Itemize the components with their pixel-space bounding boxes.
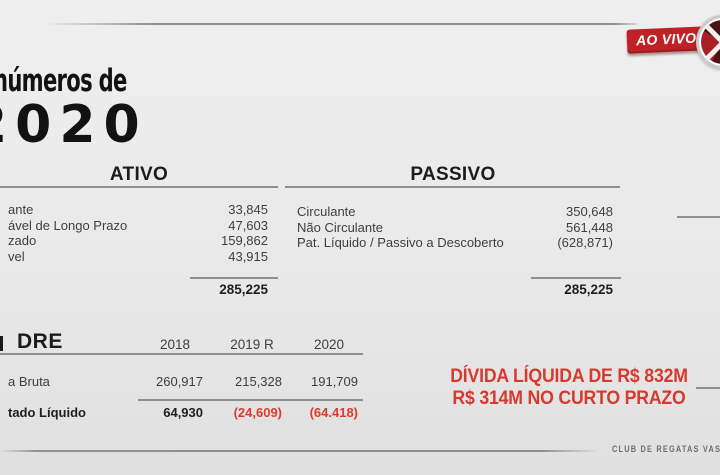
row-value: 215,328: [235, 374, 282, 389]
row-label: Não Circulante: [297, 219, 383, 235]
passivo-total-rule: [531, 277, 621, 279]
live-badge-label: AO VIVO: [635, 29, 697, 49]
table-row: ante 33,845: [0, 202, 268, 218]
row-label: tado Líquido: [8, 405, 86, 420]
bottom-divider: [0, 450, 600, 452]
passivo-underline: [285, 186, 620, 188]
ativo-total: 285,225: [219, 282, 268, 297]
row-label: a Bruta: [8, 374, 50, 389]
debt-callout-line2: R$ 314M NO CURTO PRAZO: [452, 387, 686, 409]
table-row: Circulante 350,648: [297, 204, 613, 220]
row-value: (628,871): [557, 235, 613, 251]
row-value: 64,930: [163, 405, 203, 420]
ativo-underline: [0, 186, 278, 188]
right-clipped-rule: [696, 387, 720, 389]
row-value: 350,648: [566, 204, 613, 219]
ativo-table: ante 33,845 ável de Longo Prazo 47,603 z…: [0, 202, 268, 264]
row-label: vel: [8, 248, 25, 264]
table-row: Não Circulante 561,448: [297, 220, 613, 236]
row-label: ável de Longo Prazo: [8, 217, 128, 233]
row-value: 47,603: [228, 217, 268, 233]
club-watermark: CLUB DE REGATAS VAS: [612, 444, 720, 455]
dre-column-2019r: 2019 R: [230, 337, 274, 352]
passivo-total: 285,225: [564, 282, 613, 297]
row-value: 43,915: [228, 248, 268, 264]
passivo-table: Circulante 350,648 Não Circulante 561,44…: [297, 204, 613, 251]
right-clipped-underline: [677, 216, 720, 218]
row-value-negative: (24,609): [233, 405, 282, 420]
dre-section-title: DRE: [17, 330, 63, 353]
page-title-line1: números de: [0, 63, 127, 99]
row-value: 260,917: [156, 374, 203, 389]
dre-column-2020: 2020: [313, 337, 345, 352]
club-logo-icon: [696, 15, 720, 69]
live-badge: AO VIVO: [626, 26, 706, 54]
row-label: Circulante: [297, 204, 356, 219]
row-label: Pat. Líquido / Passivo a Descoberto: [297, 235, 504, 251]
row-value: 159,862: [221, 233, 268, 249]
dre-header-underline: [0, 353, 363, 355]
debt-callout: DÍVIDA LÍQUIDA DE R$ 832M R$ 314M NO CUR…: [433, 366, 705, 409]
table-row: vel 43,915: [0, 249, 268, 265]
row-value: 561,448: [566, 219, 613, 235]
row-label: zado: [8, 233, 37, 249]
passivo-section-title: PASSIVO: [410, 164, 496, 185]
row-value-negative: (64.418): [309, 405, 358, 420]
top-divider: [45, 23, 637, 25]
dre-column-2018: 2018: [159, 337, 191, 352]
row-value: 33,845: [228, 202, 268, 217]
table-row: ável de Longo Prazo 47,603: [0, 218, 268, 234]
page-title-line2: 2020: [0, 95, 148, 155]
table-row: zado 159,862: [0, 233, 268, 249]
row-value: 191,709: [311, 374, 358, 389]
row-label: ante: [8, 202, 34, 217]
left-edge-clipped-letter: [0, 336, 3, 351]
table-row: Pat. Líquido / Passivo a Descoberto (628…: [297, 235, 613, 251]
dre-total-rule: [138, 399, 363, 401]
ativo-section-title: ATIVO: [109, 164, 169, 185]
debt-callout-line1: DÍVIDA LÍQUIDA DE R$ 832M: [450, 366, 688, 387]
ativo-total-rule: [190, 277, 278, 279]
